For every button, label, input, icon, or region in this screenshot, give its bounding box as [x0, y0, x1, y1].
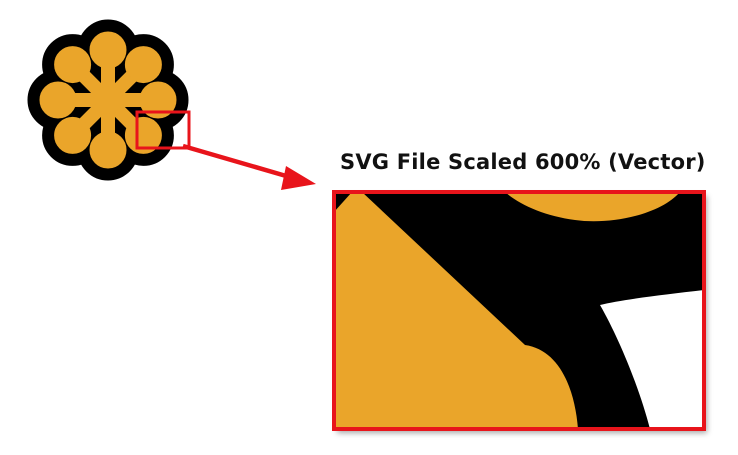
icon-petal-fill — [54, 116, 92, 154]
caption-label: SVG File Scaled 600% (Vector) — [340, 150, 706, 174]
icon-petal-fill — [124, 46, 162, 84]
asterisk-flower-icon — [27, 19, 189, 181]
icon-petal-fill — [89, 31, 127, 69]
icon-center — [93, 85, 123, 115]
icon-petal-fill — [39, 81, 77, 119]
zoomed-detail-icon — [332, 190, 706, 431]
icon-petal-fill — [124, 116, 162, 154]
icon-petal-fill — [54, 46, 92, 84]
pointer-arrow-icon — [182, 143, 316, 190]
icon-petal-fill — [139, 81, 177, 119]
icon-petal-fill — [89, 131, 127, 169]
highlight-box — [135, 110, 191, 150]
